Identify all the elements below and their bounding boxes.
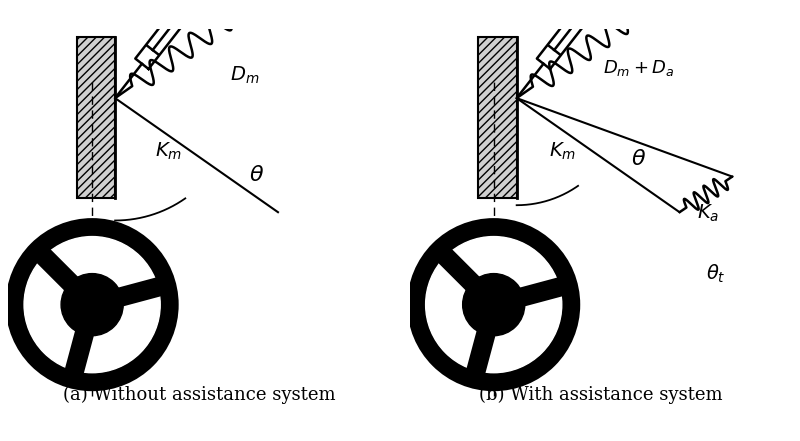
- Wedge shape: [96, 309, 159, 371]
- Circle shape: [426, 236, 562, 373]
- Text: $D_m+D_a$: $D_m+D_a$: [603, 57, 674, 78]
- Circle shape: [61, 273, 123, 336]
- Text: $\theta$: $\theta$: [249, 164, 264, 186]
- Text: (a) Without assistance system: (a) Without assistance system: [63, 386, 335, 404]
- Wedge shape: [66, 237, 146, 284]
- Bar: [77, 37, 115, 198]
- Circle shape: [414, 224, 574, 385]
- Wedge shape: [426, 278, 473, 359]
- Text: $K_m$: $K_m$: [549, 141, 576, 162]
- Text: $K_m$: $K_m$: [155, 141, 182, 162]
- Text: $\theta$: $\theta$: [631, 148, 646, 170]
- Circle shape: [462, 273, 525, 336]
- Circle shape: [12, 224, 173, 385]
- Wedge shape: [25, 278, 71, 359]
- Text: $\theta_t$: $\theta_t$: [706, 263, 726, 285]
- Text: (b) With assistance system: (b) With assistance system: [479, 386, 722, 404]
- Text: $K_a$: $K_a$: [697, 202, 719, 224]
- Circle shape: [24, 236, 160, 373]
- Text: $D_m$: $D_m$: [230, 64, 260, 86]
- Wedge shape: [467, 237, 547, 284]
- Wedge shape: [498, 309, 561, 371]
- Bar: [478, 37, 517, 198]
